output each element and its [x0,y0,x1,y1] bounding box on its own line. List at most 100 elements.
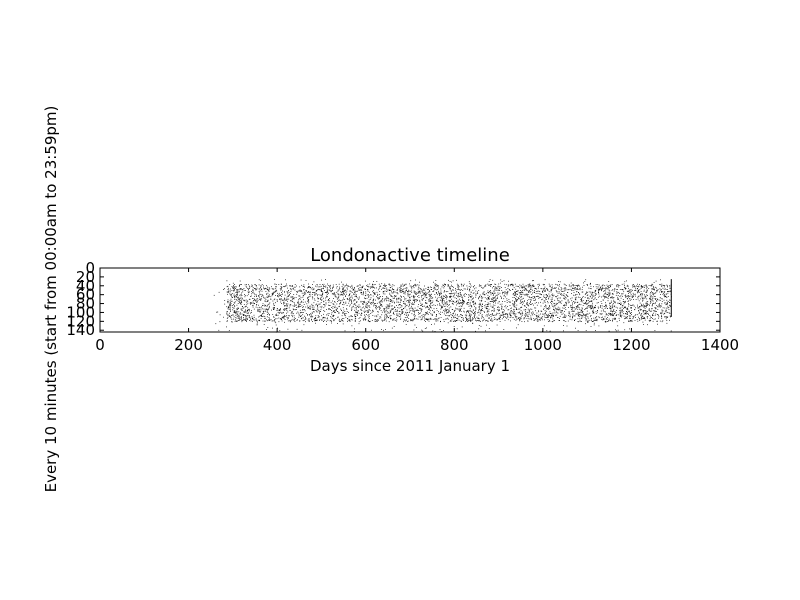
data-point [426,318,428,320]
data-point [448,285,449,286]
data-point [274,283,276,285]
data-point [238,300,240,302]
data-point [608,293,610,295]
data-point [340,308,342,310]
data-point [430,300,432,302]
data-point [516,309,518,310]
data-point [618,292,620,293]
data-point [320,295,322,296]
data-point [387,306,389,308]
data-point [479,308,480,310]
data-point [411,288,413,290]
data-point [473,313,474,314]
data-point [450,293,452,294]
data-point [478,318,480,320]
data-point [241,298,243,300]
data-point [268,309,269,311]
data-point [379,303,381,304]
data-point [314,318,315,319]
data-point [391,291,392,293]
data-point [545,306,547,308]
data-point [396,317,397,319]
data-point [376,302,378,304]
data-point [256,304,258,305]
data-point [393,313,395,315]
data-point [281,320,283,322]
data-point [439,294,441,295]
data-point [581,317,583,319]
data-point [423,316,425,318]
data-point [336,298,338,300]
data-point [495,287,497,288]
data-point [323,286,325,288]
data-point [287,293,289,295]
data-point [394,291,396,293]
data-point [377,307,379,308]
data-point [640,294,641,295]
data-point [292,286,293,287]
data-point [410,285,412,287]
data-point [463,310,465,312]
data-point [561,291,563,292]
data-point [400,317,402,319]
data-point [539,319,540,321]
data-point [631,296,633,298]
data-point [625,295,627,297]
data-point [312,308,313,310]
data-point [520,300,521,302]
data-point [389,283,391,285]
data-point [349,320,351,322]
data-point [493,300,495,301]
data-point [552,293,554,295]
data-point [333,298,334,299]
data-point [262,311,264,313]
data-point [659,297,661,298]
data-point [418,295,420,296]
data-point [482,306,483,307]
data-point [338,283,340,285]
data-point [637,298,639,300]
data-point [593,320,595,321]
data-point [337,289,339,291]
data-point [506,298,508,300]
data-point [377,311,378,313]
data-point [615,315,617,316]
data-point [486,320,487,321]
data-point [520,285,522,287]
data-point [434,331,436,332]
data-point [526,307,527,308]
data-point [413,297,414,299]
data-point [410,300,411,301]
data-point [411,313,413,315]
data-point [336,311,338,312]
data-point [357,310,359,311]
data-point [645,291,647,293]
data-point [625,318,626,319]
data-point [343,292,344,294]
data-point [290,300,292,302]
data-point [551,301,552,302]
data-point [574,289,576,291]
data-point [238,286,240,287]
data-point [505,313,506,315]
data-point [324,319,326,321]
data-point [529,296,530,298]
data-point [587,294,589,296]
data-point [381,299,383,300]
data-point [575,306,577,307]
data-point [470,306,472,307]
data-point [445,294,446,296]
data-point [609,293,611,294]
data-point [520,296,522,298]
data-point [666,303,667,305]
data-point [281,287,283,288]
data-point [413,299,415,301]
data-point [354,299,356,301]
data-point [396,297,398,299]
data-point [636,319,638,320]
data-point [389,304,391,306]
data-point [354,307,356,309]
data-point [522,293,524,295]
data-point [610,314,612,316]
data-point [526,285,527,287]
